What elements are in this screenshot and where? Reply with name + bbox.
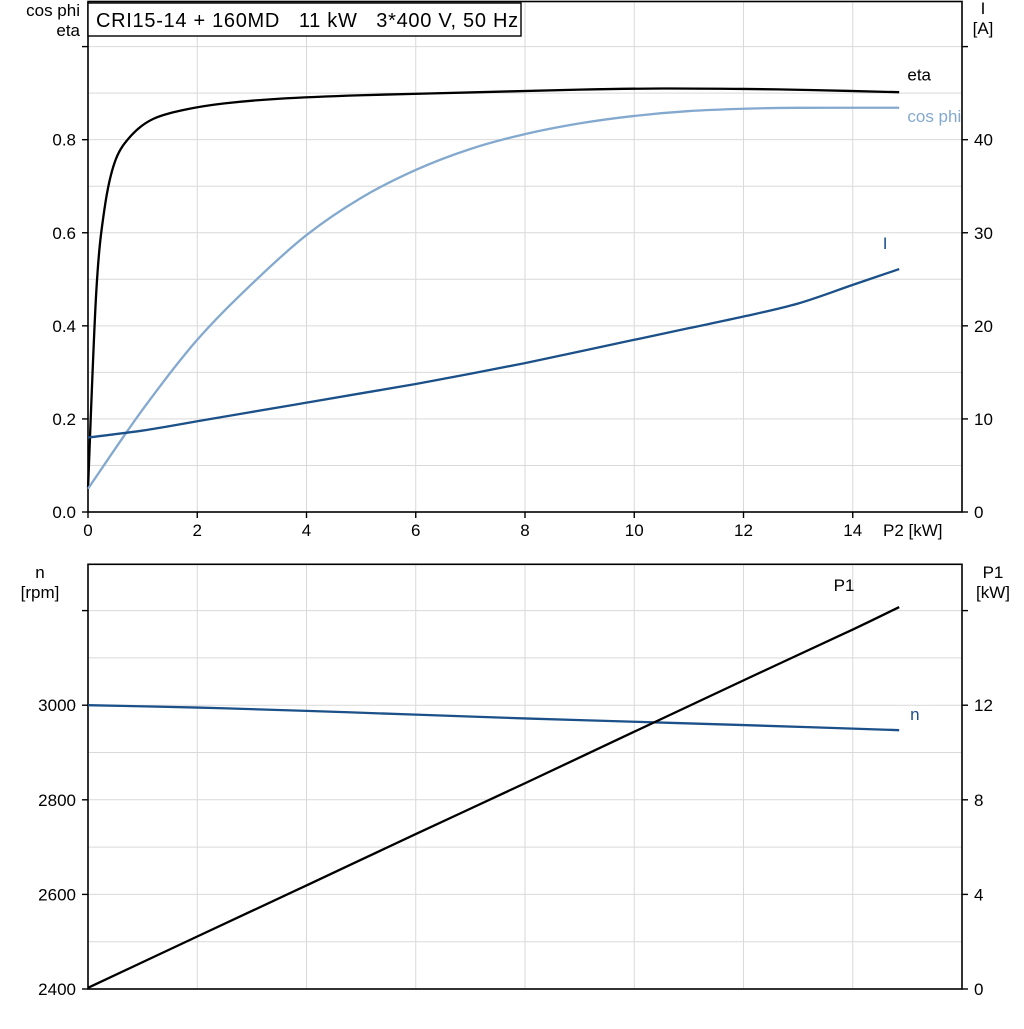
svg-text:I: I — [883, 234, 888, 253]
svg-text:4: 4 — [974, 885, 983, 904]
svg-text:20: 20 — [974, 317, 993, 336]
svg-text:[A]: [A] — [973, 19, 994, 38]
svg-text:[rpm]: [rpm] — [21, 583, 60, 602]
svg-text:2800: 2800 — [38, 791, 76, 810]
svg-text:4: 4 — [302, 521, 311, 540]
svg-text:12: 12 — [734, 521, 753, 540]
svg-text:eta: eta — [907, 66, 931, 85]
svg-text:0.2: 0.2 — [52, 410, 76, 429]
svg-text:14: 14 — [843, 521, 862, 540]
svg-text:cos phi: cos phi — [26, 1, 80, 20]
svg-text:2: 2 — [193, 521, 202, 540]
svg-text:30: 30 — [974, 224, 993, 243]
svg-text:0: 0 — [974, 980, 983, 999]
svg-text:0: 0 — [974, 503, 983, 522]
svg-text:3000: 3000 — [38, 696, 76, 715]
svg-text:I: I — [981, 0, 986, 18]
svg-text:P1: P1 — [983, 563, 1004, 582]
svg-text:[kW]: [kW] — [976, 583, 1010, 602]
svg-text:8: 8 — [520, 521, 529, 540]
svg-text:0.0: 0.0 — [52, 503, 76, 522]
svg-text:2400: 2400 — [38, 980, 76, 999]
svg-text:6: 6 — [411, 521, 420, 540]
svg-text:0.8: 0.8 — [52, 131, 76, 150]
svg-text:0: 0 — [83, 521, 92, 540]
svg-text:0.6: 0.6 — [52, 224, 76, 243]
svg-text:0.4: 0.4 — [52, 317, 76, 336]
svg-text:12: 12 — [974, 696, 993, 715]
svg-text:2600: 2600 — [38, 885, 76, 904]
svg-text:eta: eta — [56, 21, 80, 40]
svg-text:n: n — [910, 705, 919, 724]
svg-text:P2 [kW]: P2 [kW] — [883, 521, 943, 540]
svg-text:8: 8 — [974, 791, 983, 810]
svg-text:10: 10 — [625, 521, 644, 540]
svg-text:P1: P1 — [834, 576, 855, 595]
svg-text:40: 40 — [974, 131, 993, 150]
svg-text:n: n — [35, 563, 44, 582]
svg-text:cos phi: cos phi — [907, 107, 961, 126]
svg-text:CRI15-14 + 160MD 11 kW 3*4: CRI15-14 + 160MD 11 kW 3*400 V, 50 Hz — [96, 10, 519, 32]
svg-text:10: 10 — [974, 410, 993, 429]
